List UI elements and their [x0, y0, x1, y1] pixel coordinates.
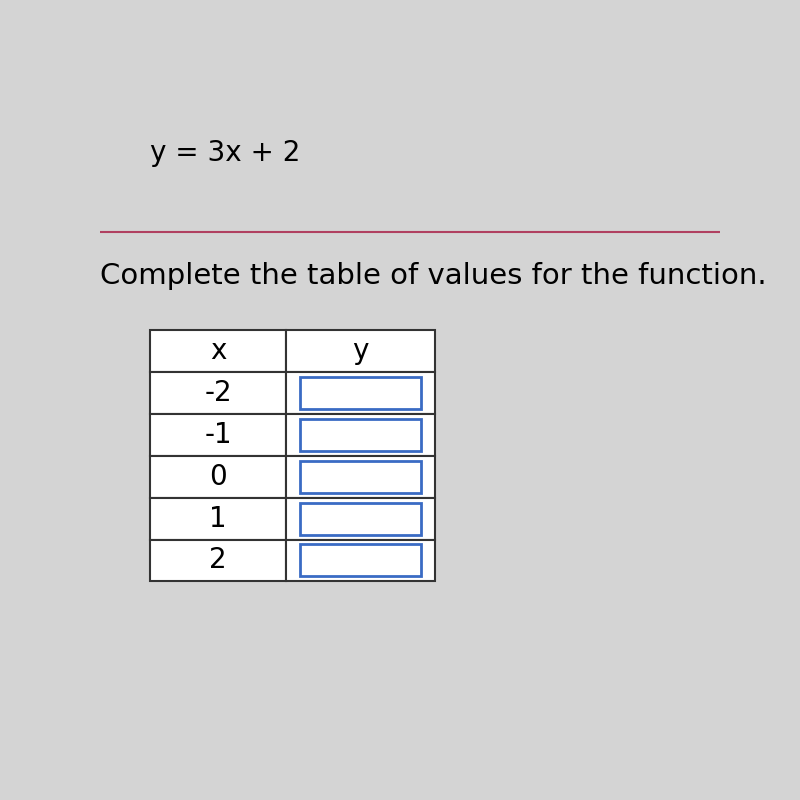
Bar — [150, 414, 286, 456]
Bar — [286, 539, 435, 582]
Bar — [300, 545, 421, 577]
Text: y: y — [353, 337, 369, 365]
Text: Complete the table of values for the function.: Complete the table of values for the fun… — [100, 262, 766, 290]
Text: -2: -2 — [204, 379, 232, 407]
Bar — [300, 418, 421, 451]
Bar — [286, 498, 435, 539]
Bar — [150, 330, 286, 372]
Bar — [286, 330, 435, 372]
Bar — [150, 498, 286, 539]
Text: -1: -1 — [204, 421, 232, 449]
Text: x: x — [210, 337, 226, 365]
Text: 2: 2 — [210, 546, 227, 574]
Text: 0: 0 — [209, 462, 227, 490]
Bar — [150, 539, 286, 582]
Bar — [286, 414, 435, 456]
Bar — [300, 377, 421, 409]
Bar — [300, 502, 421, 534]
Bar — [300, 461, 421, 493]
Bar — [286, 372, 435, 414]
Bar — [150, 372, 286, 414]
Text: 1: 1 — [210, 505, 227, 533]
Bar — [150, 456, 286, 498]
Bar — [286, 456, 435, 498]
Text: y = 3x + 2: y = 3x + 2 — [150, 139, 300, 167]
